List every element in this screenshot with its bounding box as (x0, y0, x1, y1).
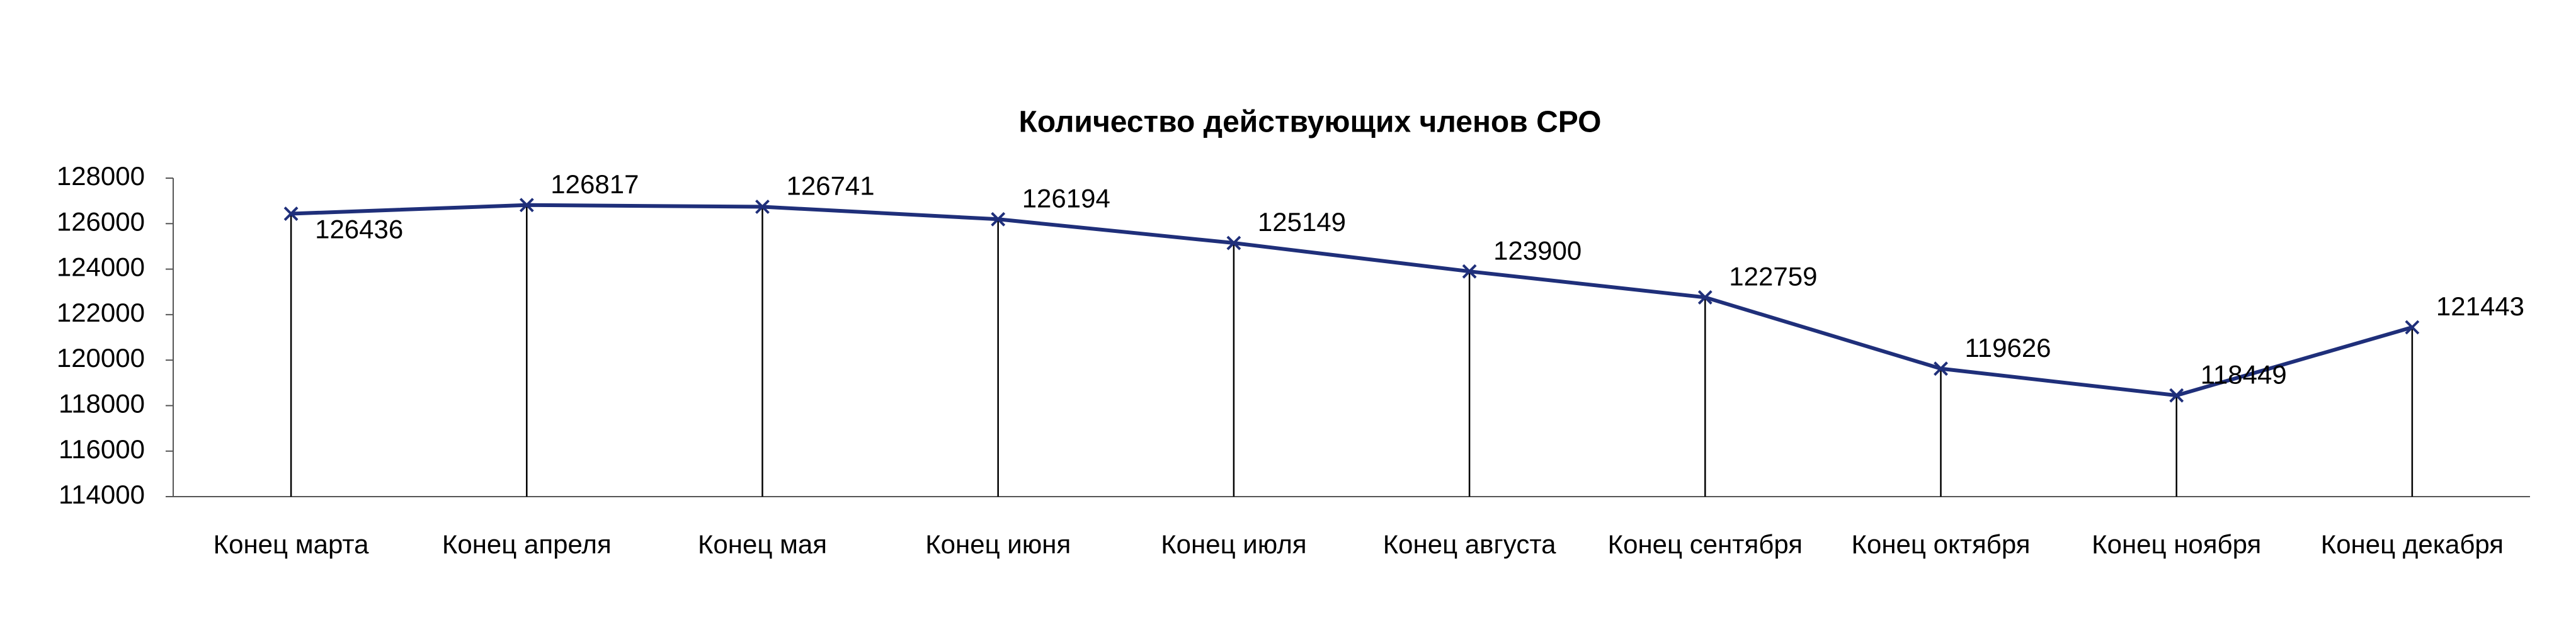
marker (2405, 320, 2420, 335)
x-tick-label: Конец августа (1383, 529, 1556, 559)
data-label: 119626 (1965, 333, 2051, 363)
x-tick-label: Конец декабря (2321, 529, 2504, 559)
marker (1697, 290, 1713, 305)
x-tick-label: Конец июля (1161, 529, 1306, 559)
x-tick-label: Конец марта (214, 529, 370, 559)
data-label: 123900 (1493, 235, 1582, 265)
y-tick-label: 124000 (57, 252, 145, 282)
data-label: 126817 (550, 169, 639, 199)
data-label: 118449 (2201, 359, 2287, 389)
marker (1934, 361, 1948, 376)
y-tick-label: 126000 (57, 206, 145, 236)
x-tick-label: Конец мая (698, 529, 827, 559)
y-tick-label: 120000 (57, 343, 145, 373)
line (290, 203, 2413, 398)
x-tick-label: Конец ноября (2092, 529, 2261, 559)
marker (283, 206, 299, 221)
x-tick-label: Конец апреля (442, 529, 612, 559)
y-tick-label: 116000 (59, 434, 145, 464)
marker (991, 211, 1006, 227)
data-label: 126436 (315, 215, 403, 244)
y-tick-label: 114000 (59, 480, 145, 509)
x-tick-label: Конец сентября (1608, 529, 1803, 559)
marker (1462, 264, 1477, 279)
marker (519, 198, 534, 213)
data-label: 126741 (787, 171, 875, 201)
data-label: 121443 (2436, 291, 2524, 321)
y-tick-label: 118000 (59, 389, 145, 419)
data-label: 126194 (1022, 183, 1110, 213)
y-tick-label: 128000 (57, 161, 145, 191)
marker (755, 200, 770, 214)
data-label: 125149 (1258, 207, 1346, 237)
y-tick-label: 122000 (57, 298, 145, 327)
x-tick-label: Конец октября (1852, 529, 2031, 559)
chart-title: Количество действующих членов СРО (1019, 106, 1602, 139)
marker (1226, 235, 1241, 251)
x-tick-label: Конец июня (925, 529, 1071, 559)
data-label: 122759 (1729, 262, 1817, 291)
marker (2169, 388, 2184, 403)
